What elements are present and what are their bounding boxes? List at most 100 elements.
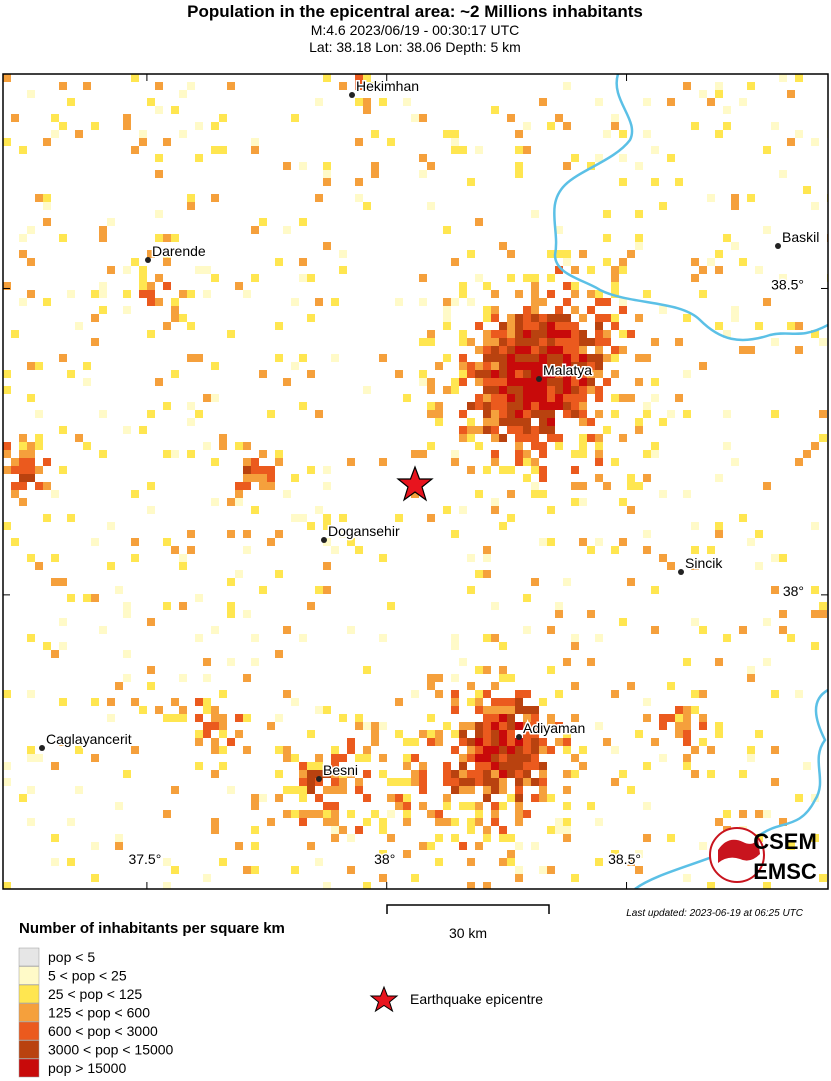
pop-cell <box>723 442 731 450</box>
pop-cell <box>299 770 307 778</box>
pop-cell <box>483 882 491 889</box>
pop-cell <box>531 354 539 362</box>
pop-cell <box>419 802 427 810</box>
pop-cell <box>515 866 523 874</box>
pop-cell <box>475 570 483 578</box>
pop-cell <box>523 378 531 386</box>
pop-cell <box>59 578 67 586</box>
pop-cell <box>147 506 155 514</box>
pop-cell <box>715 130 723 138</box>
pop-cell <box>499 418 507 426</box>
pop-cell <box>499 770 507 778</box>
pop-cell <box>195 698 203 706</box>
pop-cell <box>563 378 571 386</box>
pop-cell <box>59 698 67 706</box>
pop-cell <box>755 530 763 538</box>
pop-cell <box>555 354 563 362</box>
pop-cell <box>443 298 451 306</box>
pop-cell <box>179 714 187 722</box>
pop-cell <box>235 442 243 450</box>
pop-cell <box>555 314 563 322</box>
pop-cell <box>467 362 475 370</box>
pop-cell <box>803 762 811 770</box>
pop-cell <box>683 370 691 378</box>
pop-cell <box>563 834 571 842</box>
pop-cell <box>155 706 163 714</box>
pop-cell <box>715 818 723 826</box>
pop-cell <box>115 682 123 690</box>
legend-swatch <box>18 1058 40 1078</box>
pop-cell <box>571 354 579 362</box>
pop-cell <box>531 346 539 354</box>
pop-cell <box>547 330 555 338</box>
pop-cell <box>491 330 499 338</box>
pop-cell <box>651 586 659 594</box>
pop-cell <box>523 362 531 370</box>
pop-cell <box>243 746 251 754</box>
pop-cell <box>779 626 787 634</box>
pop-cell <box>411 690 419 698</box>
pop-cell <box>315 98 323 106</box>
pop-cell <box>555 610 563 618</box>
pop-cell <box>323 482 331 490</box>
pop-cell <box>539 370 547 378</box>
pop-cell <box>483 834 491 842</box>
pop-cell <box>763 482 771 490</box>
pop-cell <box>395 698 403 706</box>
pop-cell <box>515 402 523 410</box>
pop-cell <box>547 386 555 394</box>
pop-cell <box>267 818 275 826</box>
pop-cell <box>243 466 251 474</box>
pop-cell <box>19 450 27 458</box>
pop-cell <box>315 586 323 594</box>
pop-cell <box>539 866 547 874</box>
pop-cell <box>539 418 547 426</box>
lon-label: 38° <box>374 851 395 867</box>
pop-cell <box>483 666 491 674</box>
pop-cell <box>539 770 547 778</box>
pop-cell <box>539 298 547 306</box>
pop-cell <box>715 250 723 258</box>
pop-cell <box>515 162 523 170</box>
pop-cell <box>491 498 499 506</box>
pop-cell <box>819 434 827 442</box>
pop-cell <box>11 114 19 122</box>
pop-cell <box>627 482 635 490</box>
pop-cell <box>363 770 371 778</box>
pop-cell <box>339 82 347 90</box>
pop-cell <box>459 330 467 338</box>
pop-cell <box>547 274 555 282</box>
pop-cell <box>499 522 507 530</box>
pop-cell <box>307 314 315 322</box>
pop-cell <box>499 466 507 474</box>
pop-cell <box>387 810 395 818</box>
pop-cell <box>315 506 323 514</box>
pop-cell <box>467 746 475 754</box>
pop-cell <box>595 722 603 730</box>
pop-cell <box>435 362 443 370</box>
pop-cell <box>755 562 763 570</box>
pop-cell <box>651 338 659 346</box>
pop-cell <box>475 402 483 410</box>
pop-cell <box>395 514 403 522</box>
pop-cell <box>491 810 499 818</box>
pop-cell <box>275 746 283 754</box>
pop-cell <box>163 714 171 722</box>
pop-cell <box>395 370 403 378</box>
pop-cell <box>355 778 363 786</box>
pop-cell <box>595 858 603 866</box>
pop-cell <box>435 418 443 426</box>
pop-cell <box>315 810 323 818</box>
pop-cell <box>483 330 491 338</box>
pop-cell <box>811 138 819 146</box>
pop-cell <box>587 434 595 442</box>
pop-cell <box>699 714 707 722</box>
pop-cell <box>323 562 331 570</box>
pop-cell <box>483 570 491 578</box>
pop-cell <box>691 770 699 778</box>
pop-cell <box>43 642 51 650</box>
pop-cell <box>531 706 539 714</box>
pop-cell <box>747 666 755 674</box>
pop-cell <box>507 114 515 122</box>
pop-cell <box>563 338 571 346</box>
